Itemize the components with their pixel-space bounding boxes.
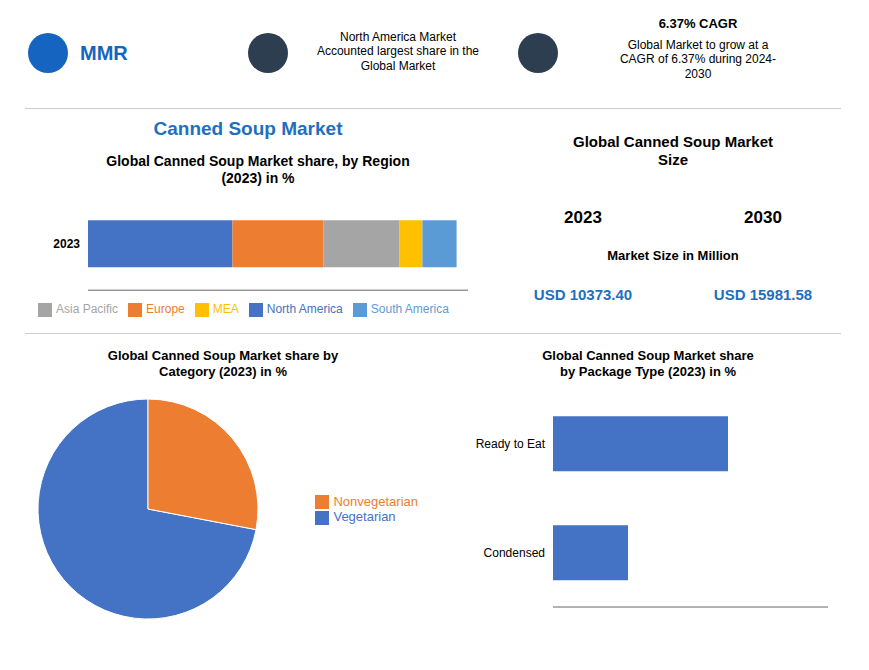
html-text:MEA: MEA (212, 301, 239, 316)
html-text:North America: North America (266, 301, 343, 316)
svg-text:Condensed: Condensed (484, 546, 545, 560)
html-text:USD 15981.58: USD 15981.58 (713, 286, 813, 303)
html-text:Nonvegetarian: Nonvegetarian (333, 493, 418, 509)
html-text:Global Canned Soup Market Size: Global Canned Soup Market Size (573, 133, 773, 168)
html-text:6.37% CAGR: 6.37% CAGR (658, 16, 738, 31)
html-text:Canned Soup Market: Canned Soup Market (153, 118, 343, 139)
html-text:Global Canned Soup Market shar: Global Canned Soup Market share by Packa… (542, 348, 754, 379)
html-text:Europe: Europe (146, 301, 185, 316)
html-text:2030: 2030 (744, 208, 782, 227)
html-text:Global Canned Soup Market shar: Global Canned Soup Market share by Categ… (107, 348, 339, 379)
svg-text:Ready to Eat: Ready to Eat (476, 437, 546, 451)
html-text:North America Market Accounted: North America Market Accounted largest s… (316, 30, 479, 73)
html-text:2023: 2023 (564, 208, 602, 227)
html-text:MMR: MMR (80, 42, 128, 64)
html-text:Asia Pacific: Asia Pacific (56, 301, 118, 316)
html-text:Market Size in Million: Market Size in Million (607, 248, 739, 263)
html-text:Global Canned Soup Market shar: Global Canned Soup Market share, by Regi… (106, 153, 410, 186)
html-text:South America: South America (370, 301, 449, 316)
html-text:Vegetarian: Vegetarian (333, 509, 396, 525)
html-text:USD 10373.40: USD 10373.40 (533, 286, 633, 303)
html-text:Global Market to grow at a CAG: Global Market to grow at a CAGR of 6.37%… (620, 38, 776, 81)
svg-text:2023: 2023 (53, 236, 80, 250)
